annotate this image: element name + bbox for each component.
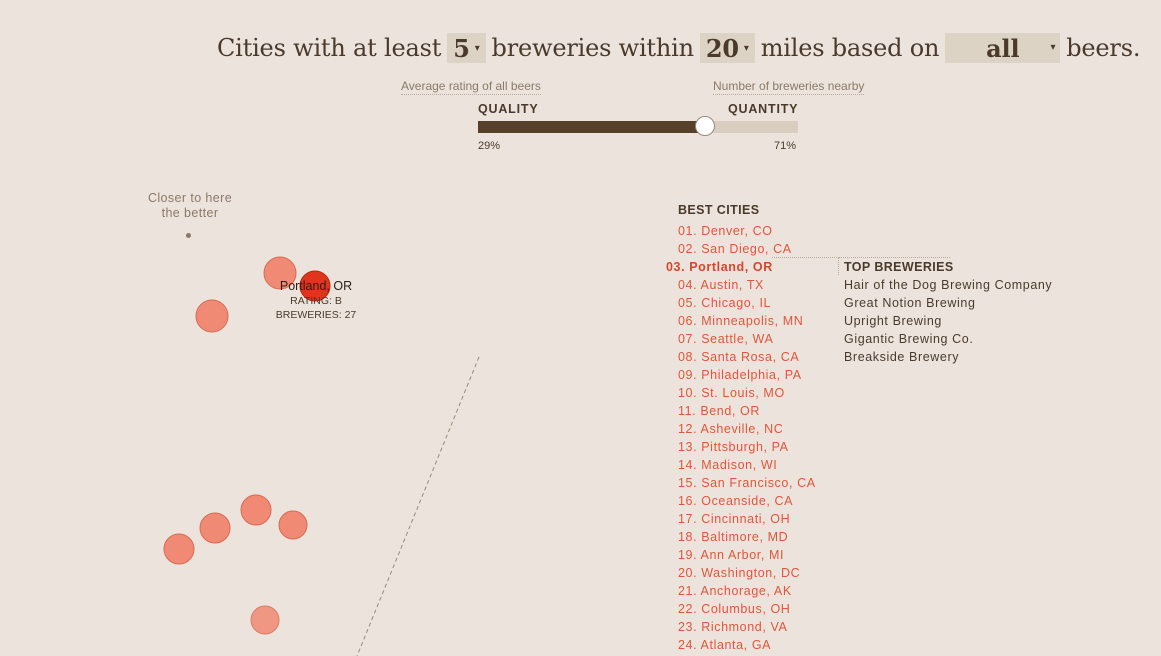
top-breweries-title: TOP BREWERIES <box>844 260 954 274</box>
city-list-item[interactable]: 19. Ann Arbor, MI <box>678 548 785 562</box>
quantity-label: QUANTITY <box>728 102 799 116</box>
miles-select[interactable]: 20 ▾ <box>699 33 755 63</box>
city-list-item[interactable]: 17. Cincinnati, OH <box>678 512 791 526</box>
miles-value: 20 <box>705 33 739 63</box>
diagonal-guide-line <box>356 356 480 656</box>
tooltip-city-name: Portland <box>279 279 327 293</box>
city-list-item[interactable]: 01. Denver, CO <box>678 224 773 238</box>
city-list-item[interactable]: 03. Portland, OR <box>666 260 773 274</box>
city-list-item[interactable]: 06. Minneapolis, MN <box>678 314 804 328</box>
connector-line-top <box>838 257 950 258</box>
city-bubble[interactable] <box>278 510 308 540</box>
city-scatter-plot <box>163 256 480 656</box>
chevron-down-icon: ▾ <box>1050 42 1056 53</box>
city-bubble[interactable] <box>195 299 229 333</box>
city-list-item[interactable]: 12. Asheville, NC <box>678 422 784 436</box>
weight-slider-fill <box>478 121 706 133</box>
city-bubble[interactable] <box>163 533 195 565</box>
best-cities-title: BEST CITIES <box>678 203 760 217</box>
quantity-hint: Number of breweries nearby <box>713 79 865 95</box>
closer-hint: Closer to here the better <box>147 191 233 220</box>
tooltip-city-state: , OR <box>326 279 353 293</box>
quality-label: QUALITY <box>478 102 539 116</box>
city-list-item[interactable]: 05. Chicago, IL <box>678 296 772 310</box>
city-bubble[interactable] <box>240 494 272 526</box>
city-list-item[interactable]: 04. Austin, TX <box>678 278 764 292</box>
beer-filter-select[interactable]: all ▾ <box>945 33 1061 63</box>
brewery-list-item: Hair of the Dog Brewing Company <box>844 278 1053 292</box>
headline-text-2: breweries within <box>491 34 695 62</box>
city-list-item[interactable]: 20. Washington, DC <box>678 566 801 580</box>
tooltip-city: Portland, OR <box>262 279 370 293</box>
brewery-list-item: Upright Brewing <box>844 314 942 328</box>
best-cities-list: 01. Denver, CO 02. San Diego, CA 03. Portl… <box>666 222 816 654</box>
city-list-item[interactable]: 21. Anchorage, AK <box>678 584 792 598</box>
headline-text-3: miles based on <box>760 34 940 62</box>
quality-percent: 29% <box>478 140 501 152</box>
city-list-item[interactable]: 10. St. Louis, MO <box>678 386 785 400</box>
city-list-item[interactable]: 14. Madison, WI <box>678 458 778 472</box>
connector-line <box>772 257 839 275</box>
city-list-item[interactable]: 13. Pittsburgh, PA <box>678 440 789 454</box>
city-list-item[interactable]: 07. Seattle, WA <box>678 332 774 346</box>
quantity-percent: 71% <box>774 140 797 152</box>
city-bubble[interactable] <box>250 605 280 635</box>
city-bubble-portland[interactable] <box>299 270 331 302</box>
min-breweries-value: 5 <box>453 33 470 63</box>
brewery-list-item: Gigantic Brewing Co. <box>844 332 974 346</box>
city-tooltip: Portland, OR RATING: B BREWERIES: 27 <box>262 279 370 321</box>
brewery-list-item: Great Notion Brewing <box>844 296 976 310</box>
weight-slider-track[interactable] <box>478 121 798 133</box>
tooltip-breweries: BREWERIES: 27 <box>275 309 357 321</box>
ideal-point-marker <box>186 233 191 238</box>
chevron-down-icon: ▾ <box>474 42 480 54</box>
city-bubble[interactable] <box>199 512 231 544</box>
beer-filter-value: all <box>986 33 1020 63</box>
headline-text-1: Cities with at least <box>217 34 442 62</box>
city-list-item[interactable]: 18. Baltimore, MD <box>678 530 789 544</box>
city-list-item[interactable]: 22. Columbus, OH <box>678 602 791 616</box>
brewery-list-item: Breakside Brewery <box>844 350 960 364</box>
chevron-down-icon: ▾ <box>743 42 749 54</box>
top-breweries-list: Hair of the Dog Brewing Company Great Not… <box>844 276 1052 366</box>
city-bubble[interactable] <box>263 256 297 290</box>
city-list-item[interactable]: 15. San Francisco, CA <box>678 476 816 490</box>
quality-hint: Average rating of all beers <box>401 79 541 95</box>
city-list-item[interactable]: 11. Bend, OR <box>678 404 761 418</box>
min-breweries-select[interactable]: 5 ▾ <box>447 33 486 63</box>
tooltip-rating: RATING: B <box>290 295 342 307</box>
headline-text-4: beers. <box>1066 34 1141 62</box>
weight-slider-handle[interactable] <box>695 116 716 136</box>
city-list-item[interactable]: 16. Oceanside, CA <box>678 494 794 508</box>
city-list-item[interactable]: 24. Atlanta, GA <box>678 638 772 652</box>
city-list-item[interactable]: 02. San Diego, CA <box>678 242 792 256</box>
city-list-item[interactable]: 23. Richmond, VA <box>678 620 788 634</box>
city-list-item[interactable]: 08. Santa Rosa, CA <box>678 350 800 364</box>
city-list-item[interactable]: 09. Philadelphia, PA <box>678 368 802 382</box>
headline: Cities with at least 5 ▾ breweries withi… <box>217 30 1146 66</box>
